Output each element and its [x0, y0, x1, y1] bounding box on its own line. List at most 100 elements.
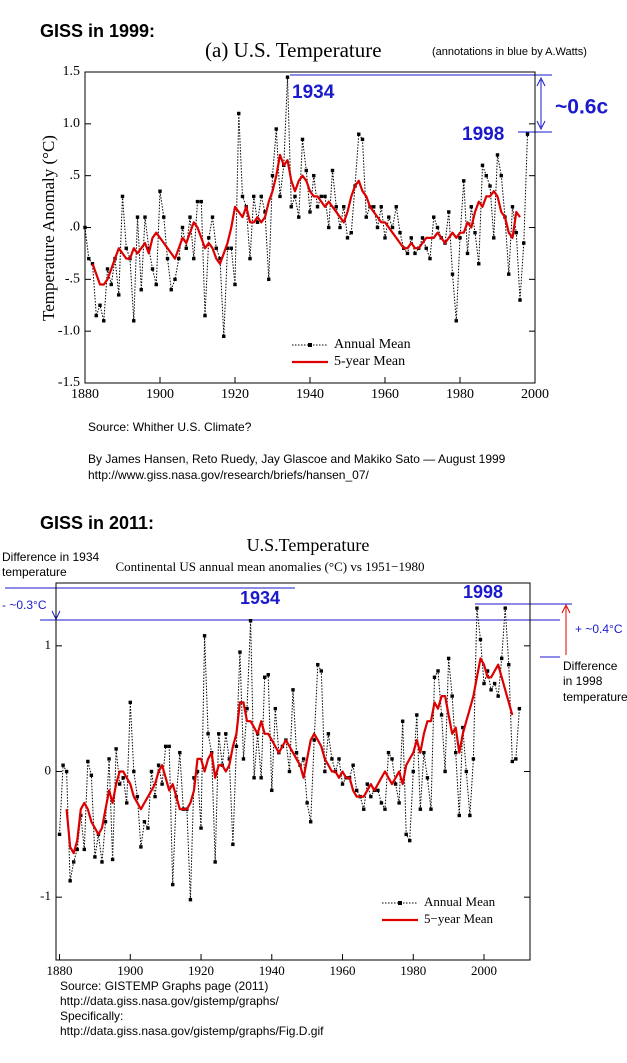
x-tick-label: 2000 — [521, 387, 549, 402]
data-point — [259, 776, 263, 780]
data-point — [114, 747, 118, 751]
data-point — [462, 179, 466, 183]
data-point — [394, 205, 398, 209]
data-point — [203, 313, 207, 318]
legend-label: Annual Mean — [424, 894, 496, 909]
data-point — [163, 744, 168, 749]
data-point — [365, 782, 369, 786]
y-tick-label: -1.0 — [58, 323, 80, 338]
data-point — [210, 215, 215, 219]
data-point — [199, 199, 203, 204]
data-point — [492, 681, 497, 686]
data-point — [454, 319, 458, 323]
data-point — [252, 776, 256, 780]
data-point — [375, 225, 380, 230]
data-point — [263, 210, 267, 214]
annotation: 1934 — [240, 588, 280, 608]
data-point — [514, 757, 518, 761]
data-point — [231, 842, 235, 847]
data-point — [443, 769, 447, 774]
data-point — [425, 776, 430, 780]
data-point — [480, 163, 485, 167]
data-point — [436, 669, 440, 673]
data-point — [432, 675, 437, 679]
data-point — [274, 127, 278, 131]
data-point — [192, 776, 196, 780]
heading: GISS in 1999: — [40, 21, 155, 41]
data-point — [398, 230, 402, 235]
data-point — [234, 744, 239, 749]
data-point — [139, 288, 143, 292]
data-point — [86, 759, 90, 764]
y-axis-label: Temperature Anomaly (°C) — [39, 135, 58, 321]
data-point — [369, 794, 373, 799]
data-point — [71, 860, 76, 864]
legend-label: Annual Mean — [334, 337, 411, 352]
data-point — [308, 210, 312, 214]
data-point — [450, 272, 455, 276]
data-point — [301, 757, 306, 761]
data-point — [61, 763, 65, 767]
data-point — [507, 662, 511, 667]
annotation: temperature — [2, 565, 67, 579]
arrow-head — [536, 76, 546, 131]
source: http://data.giss.nasa.gov/gistemp/graphs… — [60, 994, 279, 1008]
data-point — [199, 826, 203, 830]
source: By James Hansen, Reto Ruedy, Jay Glascoe… — [88, 452, 506, 466]
data-point — [195, 769, 200, 774]
data-point — [107, 757, 111, 761]
data-point — [146, 826, 150, 830]
heading: GISS in 2011: — [40, 513, 154, 533]
data-point — [124, 246, 128, 250]
data-point — [461, 725, 465, 730]
data-point — [109, 282, 113, 287]
data-point — [142, 820, 147, 824]
y-tick-label: .5 — [70, 168, 81, 183]
data-point — [128, 700, 132, 705]
data-point — [300, 137, 305, 142]
data-point — [270, 173, 275, 178]
data-point — [454, 750, 458, 755]
data-point — [386, 750, 391, 755]
annotation: in 1998 — [563, 674, 603, 688]
data-point — [102, 319, 106, 323]
data-point — [89, 773, 94, 777]
data-point — [473, 230, 477, 235]
data-point — [149, 769, 154, 774]
source: http://www.giss.nasa.gov/research/briefs… — [88, 468, 369, 482]
data-point — [143, 215, 147, 219]
data-point — [428, 256, 432, 261]
legend-marker — [398, 901, 402, 905]
data-point — [458, 236, 462, 240]
y-tick-label: -1.5 — [58, 375, 80, 390]
data-point — [245, 706, 249, 711]
data-point — [499, 173, 503, 178]
data-point — [383, 236, 387, 240]
data-point — [362, 807, 366, 811]
x-tick-label: 1940 — [296, 387, 324, 402]
note: (annotations in blue by A.Watts) — [432, 46, 587, 58]
data-point — [103, 820, 108, 824]
data-point — [273, 706, 278, 711]
y-tick-label: 1.5 — [63, 64, 81, 79]
data-point — [376, 788, 380, 793]
data-point — [312, 738, 316, 742]
data-point — [154, 282, 158, 287]
source: Source: Whither U.S. Climate? — [88, 420, 252, 434]
data-point — [409, 236, 413, 240]
data-point — [294, 750, 299, 755]
data-point — [345, 236, 350, 240]
data-point — [464, 769, 469, 774]
data-point — [405, 251, 410, 256]
y-tick-label: -.5 — [65, 272, 80, 287]
data-point — [482, 681, 486, 686]
data-point — [241, 757, 246, 761]
data-point — [165, 256, 170, 261]
data-point — [98, 303, 102, 307]
data-point — [315, 205, 320, 209]
x-tick-label: 1920 — [188, 963, 214, 978]
x-tick-label: 1880 — [71, 387, 99, 402]
data-point — [162, 215, 166, 219]
data-point — [195, 199, 200, 204]
